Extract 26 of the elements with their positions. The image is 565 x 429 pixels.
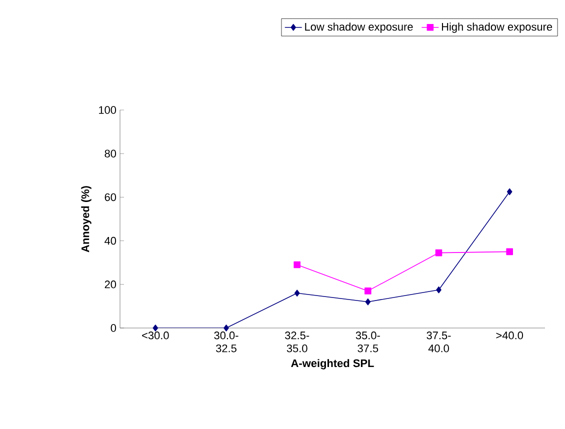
y-tick-label: 0 [110, 324, 116, 332]
legend-label: High shadow exposure [442, 22, 552, 33]
point [364, 288, 372, 294]
x-tick-label: 30.0-32.5 [214, 332, 238, 352]
y-tick-label: 20 [104, 280, 116, 288]
x-axis-title: A-weighted SPL [291, 359, 374, 370]
point [436, 286, 442, 294]
x-tick-label: <30.0 [142, 332, 169, 340]
y-tick-label: 60 [104, 193, 116, 202]
x-tick-label: 32.5-35.0 [285, 332, 310, 352]
x-tick-label: >40.0 [496, 332, 524, 340]
point [506, 188, 512, 196]
y-axis-title: Annoyed (%) [81, 186, 92, 252]
y-tick-label: 80 [104, 150, 116, 158]
point [435, 249, 442, 256]
point [294, 290, 300, 297]
point [506, 248, 513, 256]
y-tick-label: 100 [99, 106, 116, 114]
point [365, 298, 371, 306]
point [294, 261, 300, 268]
legend-label: Low shadow exposure [305, 22, 413, 33]
x-tick-label: 35.0-37.5 [356, 332, 380, 352]
point [152, 324, 158, 332]
point [224, 324, 229, 332]
y-tick-label: 40 [104, 236, 116, 245]
x-tick-label: 37.5-40.0 [426, 332, 451, 352]
